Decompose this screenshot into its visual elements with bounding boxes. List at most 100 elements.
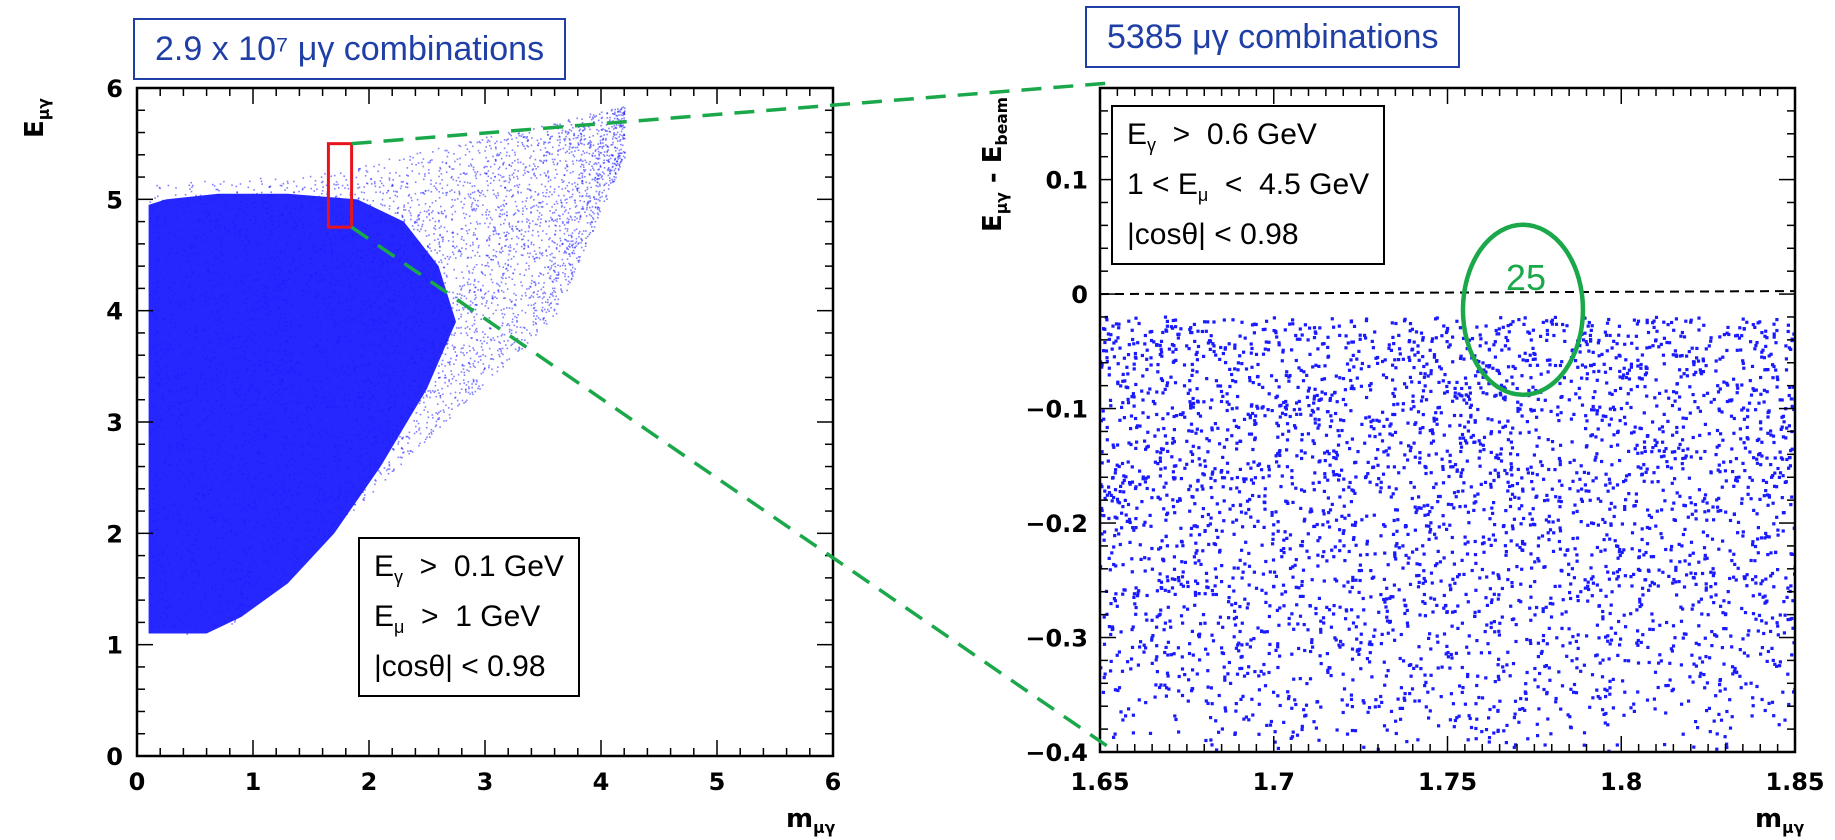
left-point: [219, 390, 222, 393]
left-point: [290, 365, 293, 368]
left-point: [433, 318, 435, 321]
left-point: [467, 312, 469, 314]
left-point: [161, 293, 164, 295]
left-point: [510, 165, 513, 167]
left-point: [396, 345, 398, 347]
left-point: [462, 352, 464, 354]
left-point: [251, 375, 253, 377]
left-point: [254, 583, 256, 586]
left-point: [517, 190, 519, 193]
left-point: [614, 171, 617, 174]
left-point: [240, 404, 243, 406]
left-point: [420, 192, 422, 194]
left-point: [602, 137, 605, 140]
left-point: [216, 498, 218, 501]
left-point: [355, 435, 358, 438]
left-point: [246, 370, 248, 373]
left-point: [171, 413, 173, 416]
left-point: [385, 329, 388, 332]
left-point: [558, 132, 560, 134]
left-point: [323, 517, 325, 520]
left-point: [162, 591, 164, 594]
left-point: [178, 519, 181, 522]
left-point: [466, 281, 469, 284]
left-point: [549, 237, 551, 239]
left-point: [225, 371, 227, 373]
left-point: [543, 159, 545, 162]
left-point: [149, 630, 151, 633]
left-point: [240, 591, 242, 594]
left-point: [421, 161, 423, 164]
left-point: [252, 307, 254, 310]
left-point: [271, 373, 273, 376]
left-point: [180, 373, 183, 376]
left-point: [418, 429, 420, 431]
left-point: [356, 346, 359, 348]
left-point: [443, 420, 445, 422]
left-point: [254, 498, 256, 501]
left-point: [614, 157, 617, 160]
left-point: [260, 180, 263, 183]
left-point: [379, 327, 382, 330]
left-point: [333, 400, 336, 402]
left-point: [258, 414, 260, 416]
left-point: [471, 202, 474, 204]
left-point: [552, 146, 554, 149]
left-point: [462, 347, 464, 349]
left-point: [622, 106, 625, 108]
left-point: [417, 162, 420, 164]
left-point: [189, 351, 191, 353]
left-point: [197, 200, 200, 203]
left-point: [237, 607, 240, 609]
left-point: [499, 342, 501, 344]
left-point: [239, 577, 242, 579]
left-point: [601, 171, 604, 173]
left-point: [568, 253, 570, 255]
left-point: [622, 155, 625, 158]
left-point: [212, 251, 214, 253]
left-point: [215, 238, 218, 241]
left-point: [253, 402, 256, 405]
left-point: [599, 135, 602, 138]
left-point: [277, 299, 280, 302]
left-point: [383, 167, 386, 169]
left-point: [266, 349, 269, 352]
left-point: [295, 267, 298, 270]
left-point: [542, 195, 545, 197]
left-point: [305, 468, 307, 470]
left-point: [480, 346, 483, 348]
left-point: [181, 520, 184, 522]
left-point: [439, 410, 442, 412]
left-point: [396, 195, 398, 198]
left-point: [465, 213, 468, 216]
left-point: [386, 351, 389, 354]
left-point: [592, 117, 594, 120]
left-point: [619, 126, 621, 128]
left-point: [423, 255, 425, 258]
left-point: [291, 526, 293, 529]
left-point: [497, 206, 499, 208]
left-point: [413, 296, 415, 298]
left-point: [417, 390, 419, 393]
left-point: [220, 295, 222, 297]
left-point: [308, 499, 311, 502]
left-point: [216, 518, 218, 521]
left-point: [221, 300, 224, 302]
left-point: [293, 191, 295, 194]
left-point: [506, 189, 508, 192]
left-point: [511, 237, 513, 240]
left-point: [493, 339, 496, 341]
left-point: [569, 255, 571, 257]
left-point: [262, 463, 265, 465]
left-point: [225, 470, 227, 472]
left-point: [546, 189, 548, 191]
left-point: [304, 507, 307, 510]
left-point: [370, 475, 373, 477]
left-point: [379, 410, 382, 413]
left-point: [457, 250, 460, 253]
left-point: [289, 325, 292, 328]
left-point: [422, 321, 424, 323]
left-point: [289, 478, 292, 481]
left-point: [292, 443, 294, 445]
left-point: [571, 235, 573, 238]
